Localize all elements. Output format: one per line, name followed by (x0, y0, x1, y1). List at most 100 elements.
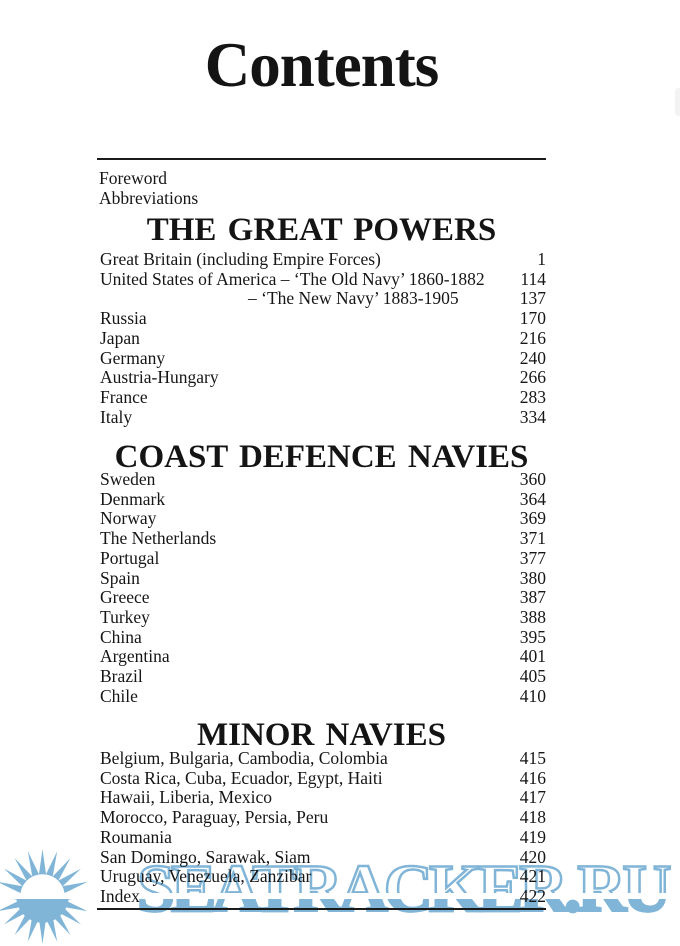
entry-page-number: 1 (537, 249, 546, 269)
entry-page-number: 266 (519, 367, 546, 388)
entry-label: Japan (100, 327, 140, 348)
entry-page-number: 401 (519, 646, 546, 667)
entry-page-number: 418 (519, 807, 546, 828)
entry-label: Belgium, Bulgaria, Cambodia, Colombia (100, 748, 388, 768)
entry-label: Italy (100, 406, 133, 427)
toc-entry: China 395 (97, 626, 546, 648)
entry-label: Spain (100, 567, 140, 588)
entry-page-number: 416 (519, 767, 546, 788)
toc-entry: Portugal 377 (97, 547, 546, 569)
entry-page-number: 334 (519, 406, 546, 427)
entry-label: The Netherlands (100, 528, 217, 549)
entry-page-number: 419 (519, 826, 546, 847)
watermark-text: SEATRACKER.RU (136, 850, 673, 926)
entry-label: Brazil (100, 666, 143, 687)
entry-label: Uruguay, Venezuela, Zanzibar (100, 866, 312, 887)
entries-minor-navies: Belgium, Bulgaria, Cambodia, Colombia 415… (97, 748, 546, 907)
toc-entry: Russia 170 (97, 308, 546, 329)
entry-label: Index (100, 885, 140, 906)
toc-entry: Great Britain (including Empire Forces) 1 (97, 249, 546, 270)
entry-page-number: 170 (519, 308, 546, 329)
entry-label: Denmark (100, 488, 166, 509)
toc-entry: The Netherlands 371 (97, 528, 546, 549)
entry-label: Hawaii, Liberia, Mexico (100, 787, 273, 808)
entry-page-number: 420 (519, 846, 546, 867)
toc-entry: Hawaii, Liberia, Mexico 417 (97, 788, 546, 808)
entry-label: Argentina (100, 646, 170, 667)
entry-page-number: 360 (519, 469, 546, 489)
toc-entry: San Domingo, Sarawak, Siam 420 (97, 846, 546, 868)
toc-entry: Germany 240 (97, 347, 546, 369)
toc-entry: Spain 380 (97, 567, 546, 589)
entry-page-number: 240 (519, 347, 546, 368)
entries-coast-defence-navies: Sweden 360 Denmark 364 Norway 369 The Nethe… (97, 469, 546, 707)
entry-label: – ‘The New Navy’ 1883-1905 (248, 288, 459, 309)
entry-label: Russia (100, 308, 147, 329)
entry-page-number: 417 (519, 787, 546, 808)
toc-entry: Italy 334 (97, 406, 546, 428)
entry-label: Sweden (100, 469, 156, 489)
entry-page-number: 364 (519, 488, 546, 509)
toc-entry: United States of America – ‘The Old Navy… (97, 268, 546, 290)
toc-entry: Roumania 419 (97, 826, 546, 848)
entry-page-number: 380 (519, 567, 546, 588)
bottom-rule (97, 908, 546, 910)
entry-label: United States of America – ‘The Old Navy… (100, 268, 485, 289)
entry-page-number: 405 (519, 666, 546, 687)
entry-page-number: 388 (519, 606, 546, 627)
toc-entry: – ‘The New Navy’ 1883-1905 137 (97, 289, 546, 309)
watermark-horizon-line (0, 893, 680, 899)
toc-entry: Index 422 (97, 885, 546, 907)
entry-label: Germany (100, 347, 166, 368)
entry-label: Turkey (100, 606, 150, 627)
toc-entry: Sweden 360 (97, 469, 546, 490)
entry-page-number: 387 (519, 587, 546, 608)
entry-label: Portugal (100, 547, 160, 568)
entry-page-number: 369 (519, 508, 546, 529)
entry-page-number: 377 (519, 547, 546, 568)
toc-entry: Uruguay, Venezuela, Zanzibar 421 (97, 867, 546, 887)
toc-entry-abbreviations: Abbreviations (99, 188, 199, 208)
toc-entry: Norway 369 (97, 509, 546, 529)
entry-label: Roumania (100, 826, 172, 847)
toc-entry: Morocco, Paraguay, Persia, Peru 418 (97, 807, 546, 828)
entry-page-number: 283 (519, 386, 546, 407)
entry-label: China (100, 626, 142, 647)
page-title: Contents (204, 30, 440, 100)
entry-page-number: 395 (519, 626, 546, 647)
entry-page-number: 415 (519, 748, 546, 768)
entry-label: Great Britain (including Empire Forces) (100, 249, 381, 269)
section-heading-great-powers: THE GREAT POWERS (146, 212, 497, 248)
entry-label: Costa Rica, Cuba, Ecuador, Egypt, Haiti (100, 767, 383, 788)
entry-label: Morocco, Paraguay, Persia, Peru (100, 807, 329, 828)
toc-entry: Japan 216 (97, 327, 546, 349)
entry-label: Austria-Hungary (100, 367, 219, 388)
toc-entry: Turkey 388 (97, 606, 546, 628)
toc-entry: Belgium, Bulgaria, Cambodia, Colombia 415 (97, 748, 546, 769)
entry-page-number: 421 (519, 866, 546, 887)
toc-entry: Brazil 405 (97, 666, 546, 687)
toc-entry: Costa Rica, Cuba, Ecuador, Egypt, Haiti 4… (97, 767, 546, 789)
entry-label: San Domingo, Sarawak, Siam (100, 846, 311, 867)
entry-page-number: 422 (519, 885, 546, 906)
toc-entry: Austria-Hungary 266 (97, 368, 546, 388)
toc-entry: Argentina 401 (97, 647, 546, 667)
section-heading-coast-defence-navies: COAST DEFENCE NAVIES (114, 439, 529, 475)
entry-label: Chile (100, 685, 138, 706)
top-rule (97, 158, 546, 160)
section-heading-minor-navies: MINOR NAVIES (196, 717, 447, 753)
entry-page-number: 371 (519, 528, 546, 549)
entry-page-number: 216 (519, 327, 546, 348)
toc-entry: Greece 387 (97, 588, 546, 608)
entries-great-powers: Great Britain (including Empire Forces) 1… (97, 249, 546, 428)
front-matter: Foreword Abbreviations (99, 168, 548, 208)
entry-label: France (100, 386, 148, 407)
toc-entry: Chile 410 (97, 685, 546, 707)
scan-artifact (675, 88, 680, 116)
entry-label: Norway (100, 508, 157, 529)
entry-page-number: 114 (520, 268, 546, 289)
entry-label: Greece (100, 587, 150, 608)
